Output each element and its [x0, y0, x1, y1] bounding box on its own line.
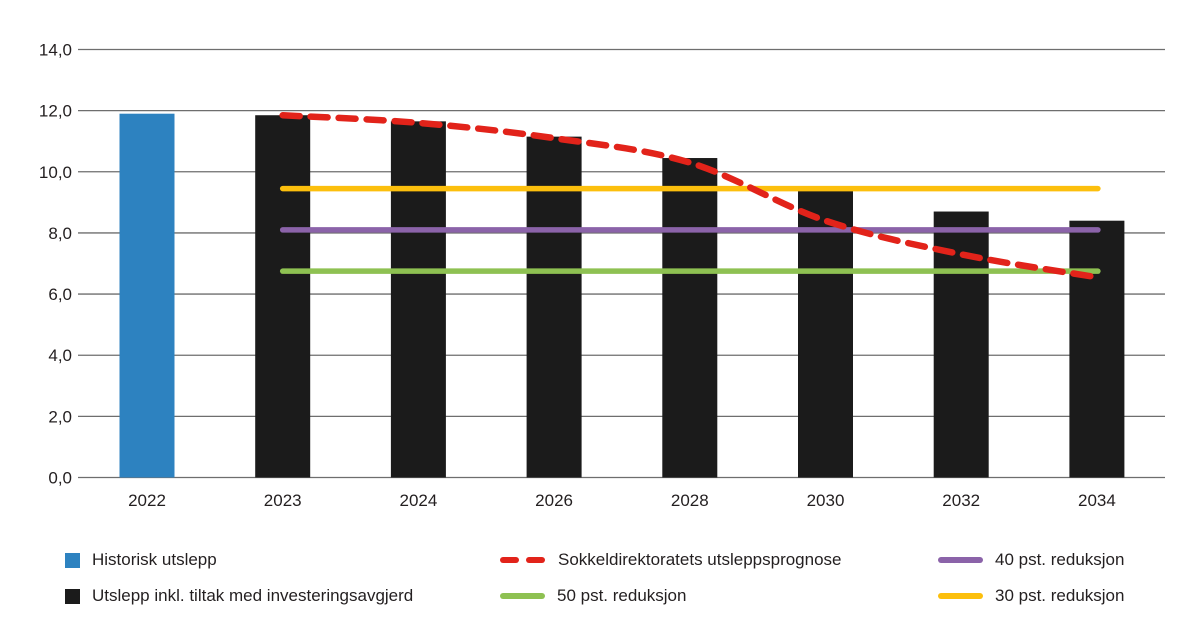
purple-line-icon: [938, 557, 983, 563]
yellow-line-icon: [938, 593, 983, 599]
bar-2034: [1069, 220, 1125, 478]
legend-label: 40 pst. reduksjon: [995, 550, 1125, 569]
bar-2026: [526, 136, 582, 478]
blue-square-icon: [65, 552, 80, 568]
y-axis-tick-label: 14,0: [39, 41, 72, 60]
x-axis-tick-label: 2023: [264, 491, 302, 510]
bar-2023: [255, 115, 311, 478]
legend-label: 30 pst. reduksjon: [995, 586, 1125, 605]
green-line-icon: [500, 593, 545, 599]
legend-label: Sokkeldirektoratets utsleppsprognose: [558, 550, 842, 569]
y-axis-tick-label: 4,0: [48, 346, 72, 365]
y-axis-tick-label: 12,0: [39, 102, 72, 121]
x-axis-tick-label: 2034: [1078, 491, 1116, 510]
x-axis-tick-label: 2026: [535, 491, 573, 510]
x-axis-tick-label: 2032: [942, 491, 980, 510]
legend-item-utsleppsprognose: Sokkeldirektoratets utsleppsprognose: [500, 550, 842, 570]
x-axis-tick-label: 2028: [671, 491, 709, 510]
black-square-icon: [65, 588, 80, 604]
x-axis-tick-label: 2030: [807, 491, 845, 510]
legend-label: Historisk utslepp: [92, 550, 217, 569]
y-axis-tick-label: 0,0: [48, 469, 72, 488]
emissions-chart: 0,0 2,0 4,0 6,0 8,0 10,0 12,0 14,0 2022 2023 2024 2…: [39, 41, 1165, 510]
legend-item-historisk-utslepp: Historisk utslepp: [65, 550, 217, 570]
prognosis-dashed-line: [279, 111, 1101, 281]
y-axis-tick-label: 8,0: [48, 224, 72, 243]
legend-label: Utslepp inkl. tiltak med investeringsavg…: [92, 586, 414, 605]
bar-2028: [662, 158, 718, 478]
bar-2022: [119, 113, 175, 478]
chart-canvas: 0,0 2,0 4,0 6,0 8,0 10,0 12,0 14,0 2022 2023 2024 2…: [39, 41, 1165, 510]
bar-2024: [390, 121, 446, 478]
legend-item-utslepp-inkl-tiltak: Utslepp inkl. tiltak med investeringsavg…: [65, 586, 413, 606]
y-axis-tick-label: 10,0: [39, 163, 72, 182]
legend-label: 50 pst. reduksjon: [557, 586, 687, 605]
legend-item-50-pst-reduksjon: 50 pst. reduksjon: [500, 586, 686, 606]
y-axis-tick-label: 6,0: [48, 285, 72, 304]
bar-2030: [798, 190, 853, 478]
red-dashed-line-icon: [500, 557, 546, 563]
legend-item-30-pst-reduksjon: 30 pst. reduksjon: [938, 586, 1124, 606]
legend-item-40-pst-reduksjon: 40 pst. reduksjon: [938, 550, 1124, 570]
y-axis-tick-label: 2,0: [48, 407, 72, 426]
x-axis-tick-label: 2022: [128, 491, 166, 510]
x-axis-tick-label: 2024: [399, 491, 437, 510]
